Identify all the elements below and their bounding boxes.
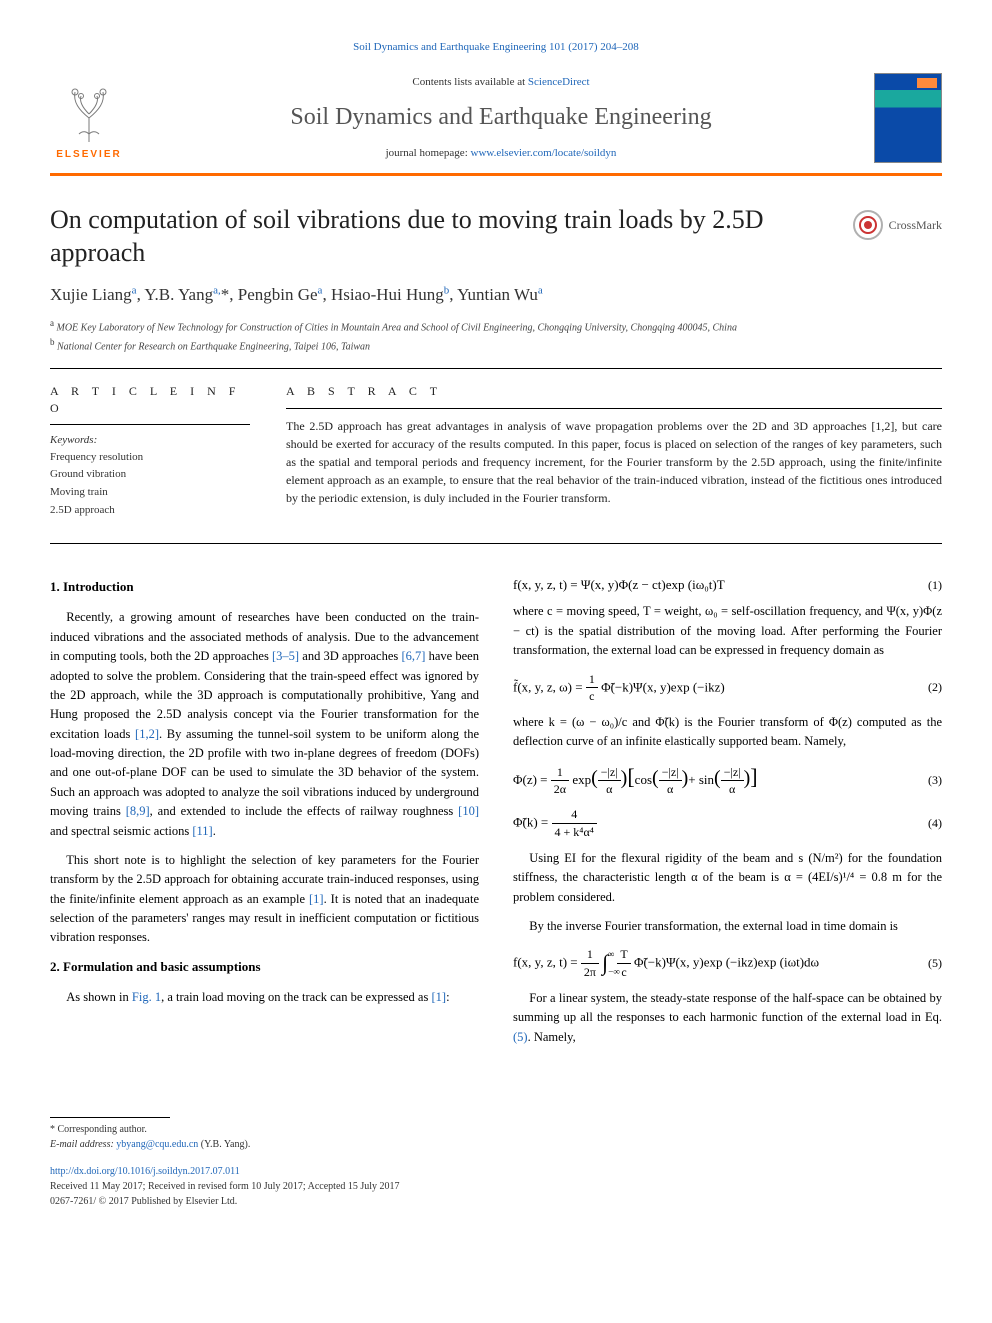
elsevier-wordmark: ELSEVIER [56, 148, 121, 162]
running-header: Soil Dynamics and Earthquake Engineering… [50, 40, 942, 55]
keyword: Moving train [50, 484, 250, 502]
ref-link[interactable]: [6,7] [401, 649, 425, 663]
email-link[interactable]: ybyang@cqu.edu.cn [116, 1139, 198, 1150]
equation-number: (4) [914, 815, 942, 832]
divider [50, 424, 250, 425]
keywords-label: Keywords: [50, 433, 250, 448]
paragraph: where k = (ω − ω₀)/c and Φ̃(k) is the Fo… [513, 713, 942, 752]
crossmark-widget[interactable]: CrossMark [853, 210, 942, 240]
paragraph: where c = moving speed, T = weight, ω₀ =… [513, 602, 942, 660]
equation-2: f̃(x, y, z, ω) = 1c Φ̃(−k)Ψ(x, y)exp (−i… [513, 671, 942, 706]
sciencedirect-link[interactable]: ScienceDirect [528, 76, 590, 88]
divider [50, 543, 942, 544]
article-info-head: A R T I C L E I N F O [50, 383, 250, 417]
equation-5: f(x, y, z, t) = 12π ∫−∞∞ Tc Φ̃(−k)Ψ(x, y… [513, 946, 942, 981]
equation-4: Φ̃(k) = 44 + k⁴α⁴ (4) [513, 806, 942, 841]
equation-body: f(x, y, z, t) = Ψ(x, y)Φ(z − ct)exp (iω₀… [513, 576, 914, 594]
email-line: E-mail address: ybyang@cqu.edu.cn (Y.B. … [50, 1137, 942, 1152]
ref-link[interactable]: [11] [192, 824, 212, 838]
crossmark-icon [853, 210, 883, 240]
keyword: Ground vibration [50, 466, 250, 484]
contents-line: Contents lists available at ScienceDirec… [146, 75, 856, 90]
equation-body: f̃(x, y, z, ω) = 1c Φ̃(−k)Ψ(x, y)exp (−i… [513, 671, 914, 706]
body-columns: 1. Introduction Recently, a growing amou… [50, 568, 942, 1057]
affiliation-b: b National Center for Research on Earthq… [50, 336, 942, 354]
paragraph: As shown in Fig. 1, a train load moving … [50, 988, 479, 1007]
fig-link[interactable]: Fig. 1 [132, 990, 161, 1004]
homepage-prefix: journal homepage: [386, 147, 471, 159]
equation-number: (1) [914, 577, 942, 594]
history-line: Received 11 May 2017; Received in revise… [50, 1179, 942, 1194]
equation-body: Φ(z) = 12α exp(−|z|α)[cos(−|z|α)+ sin(−|… [513, 762, 914, 798]
contents-prefix: Contents lists available at [412, 76, 527, 88]
masthead: ELSEVIER Contents lists available at Sci… [50, 73, 942, 163]
doi-link[interactable]: http://dx.doi.org/10.1016/j.soildyn.2017… [50, 1166, 240, 1177]
equation-number: (2) [914, 679, 942, 696]
abstract-block: A B S T R A C T The 2.5D approach has gr… [286, 383, 942, 519]
homepage-link[interactable]: www.elsevier.com/locate/soildyn [471, 147, 617, 159]
section-heading: 2. Formulation and basic assumptions [50, 958, 479, 976]
divider [50, 368, 942, 369]
left-column: 1. Introduction Recently, a growing amou… [50, 568, 479, 1057]
equation-number: (5) [914, 955, 942, 972]
eq-link[interactable]: (5) [513, 1030, 528, 1044]
equation-3: Φ(z) = 12α exp(−|z|α)[cos(−|z|α)+ sin(−|… [513, 762, 942, 798]
affiliation-a: a MOE Key Laboratory of New Technology f… [50, 317, 942, 335]
ref-link[interactable]: [1,2] [135, 727, 159, 741]
equation-1: f(x, y, z, t) = Ψ(x, y)Φ(z − ct)exp (iω₀… [513, 576, 942, 594]
footnote-rule [50, 1117, 170, 1118]
ref-link[interactable]: [1] [431, 990, 446, 1004]
equation-number: (3) [914, 772, 942, 789]
ref-link[interactable]: [3–5] [272, 649, 299, 663]
author-list: Xujie Lianga, Y.B. Yanga,*, Pengbin Gea,… [50, 283, 942, 307]
abstract-head: A B S T R A C T [286, 383, 942, 400]
paragraph: Using EI for the flexural rigidity of th… [513, 849, 942, 907]
journal-name: Soil Dynamics and Earthquake Engineering [146, 101, 856, 135]
abstract-text: The 2.5D approach has great advantages i… [286, 417, 942, 507]
corresponding-author: * Corresponding author. [50, 1122, 942, 1137]
journal-cover-thumb [874, 73, 942, 163]
keyword: Frequency resolution [50, 449, 250, 467]
copyright-line: 0267-7261/ © 2017 Published by Elsevier … [50, 1194, 942, 1209]
ref-link[interactable]: [1] [309, 892, 324, 906]
keyword: 2.5D approach [50, 502, 250, 520]
paragraph: Recently, a growing amount of researches… [50, 608, 479, 841]
keywords-list: Frequency resolution Ground vibration Mo… [50, 449, 250, 519]
equation-body: f(x, y, z, t) = 12π ∫−∞∞ Tc Φ̃(−k)Ψ(x, y… [513, 946, 914, 981]
ref-link[interactable]: [8,9] [126, 804, 150, 818]
crossmark-label: CrossMark [889, 217, 942, 234]
footer-block: * Corresponding author. E-mail address: … [50, 1117, 942, 1209]
orange-divider [50, 173, 942, 176]
elsevier-logo: ELSEVIER [50, 74, 128, 162]
article-info-block: A R T I C L E I N F O Keywords: Frequenc… [50, 383, 250, 519]
affiliations: a MOE Key Laboratory of New Technology f… [50, 317, 942, 354]
ref-link[interactable]: [10] [458, 804, 479, 818]
paper-title: On computation of soil vibrations due to… [50, 204, 833, 269]
homepage-line: journal homepage: www.elsevier.com/locat… [146, 146, 856, 161]
equation-body: Φ̃(k) = 44 + k⁴α⁴ [513, 806, 914, 841]
paragraph: For a linear system, the steady-state re… [513, 989, 942, 1047]
right-column: f(x, y, z, t) = Ψ(x, y)Φ(z − ct)exp (iω₀… [513, 568, 942, 1057]
paragraph: This short note is to highlight the sele… [50, 851, 479, 948]
divider [286, 408, 942, 409]
section-heading: 1. Introduction [50, 578, 479, 596]
paragraph: By the inverse Fourier transformation, t… [513, 917, 942, 936]
